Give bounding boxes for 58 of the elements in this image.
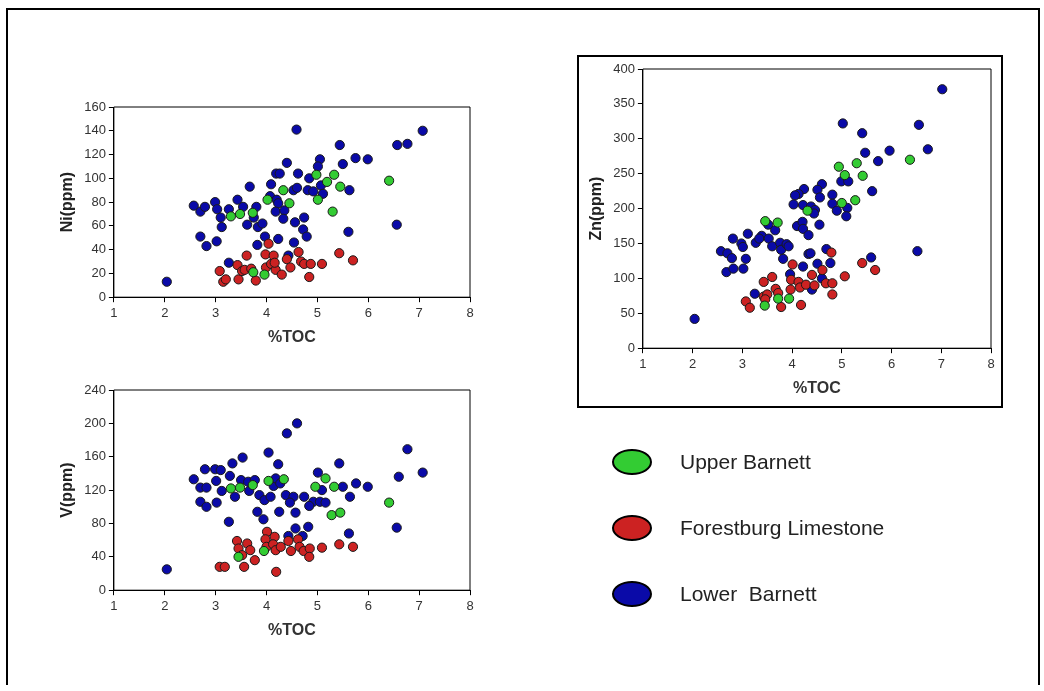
y-tick-label: 60 xyxy=(91,217,106,233)
x-axis-title: %TOC xyxy=(268,620,317,638)
y-tick-label: 120 xyxy=(84,481,106,497)
y-tick-label: 140 xyxy=(84,122,106,138)
y-tick-label: 350 xyxy=(613,95,635,111)
legend-label: Upper Barnett xyxy=(680,450,811,474)
y-tick-label: 300 xyxy=(613,130,635,146)
x-tick-label: 1 xyxy=(639,355,647,371)
y-tick-label: 100 xyxy=(84,169,106,185)
x-tick-label: 6 xyxy=(364,304,372,320)
x-tick-label: 5 xyxy=(838,355,846,371)
x-tick-label: 4 xyxy=(262,304,271,320)
legend-label: Forestburg Limestone xyxy=(680,516,885,540)
x-axis-title: %TOC xyxy=(793,378,842,396)
y-tick-label: 250 xyxy=(613,165,635,181)
y-tick-label: 40 xyxy=(91,241,106,257)
x-tick-label: 1 xyxy=(110,597,118,613)
legend-label: Lower Barnett xyxy=(680,582,817,606)
y-tick-label: 160 xyxy=(84,98,106,114)
x-tick-label: 6 xyxy=(364,597,372,613)
x-tick-label: 8 xyxy=(466,304,474,320)
y-tick-label: 240 xyxy=(84,381,106,397)
y-tick-label: 150 xyxy=(613,235,635,251)
x-tick-label: 2 xyxy=(161,304,169,320)
y-tick-label: 40 xyxy=(91,548,106,564)
y-axis-title: V(ppm) xyxy=(58,462,76,518)
y-tick-label: 0 xyxy=(98,581,106,597)
x-tick-label: 4 xyxy=(262,597,271,613)
x-tick-label: 7 xyxy=(415,304,423,320)
x-tick-label: 5 xyxy=(313,597,321,613)
y-tick-label: 100 xyxy=(613,269,635,285)
x-tick-label: 7 xyxy=(937,355,945,371)
x-tick-label: 7 xyxy=(415,597,423,613)
y-tick-label: 160 xyxy=(84,448,106,464)
y-tick-label: 80 xyxy=(91,515,106,531)
x-tick-label: 8 xyxy=(466,597,474,613)
x-tick-label: 4 xyxy=(788,355,796,371)
y-tick-label: 0 xyxy=(98,288,106,304)
y-tick-label: 80 xyxy=(91,193,106,209)
y-tick-label: 200 xyxy=(613,200,635,216)
x-tick-label: 2 xyxy=(161,597,169,613)
y-tick-label: 400 xyxy=(613,60,635,76)
x-tick-label: 1 xyxy=(110,304,118,320)
y-tick-label: 120 xyxy=(84,146,106,162)
x-tick-label: 6 xyxy=(887,355,896,371)
y-tick-label: 0 xyxy=(627,339,635,355)
y-axis-title: Ni(ppm) xyxy=(58,171,76,233)
y-tick-label: 50 xyxy=(620,304,635,320)
y-tick-label: 200 xyxy=(84,414,106,430)
y-tick-label: 20 xyxy=(91,265,106,280)
x-tick-label: 8 xyxy=(987,355,995,371)
x-tick-label: 5 xyxy=(313,304,321,320)
y-axis-title: Zn(ppm) xyxy=(587,176,605,241)
x-tick-label: 3 xyxy=(212,597,220,613)
x-tick-label: 3 xyxy=(738,355,746,371)
x-tick-label: 2 xyxy=(689,355,697,371)
x-tick-label: 3 xyxy=(212,304,220,320)
x-axis-title: %TOC xyxy=(268,327,317,345)
